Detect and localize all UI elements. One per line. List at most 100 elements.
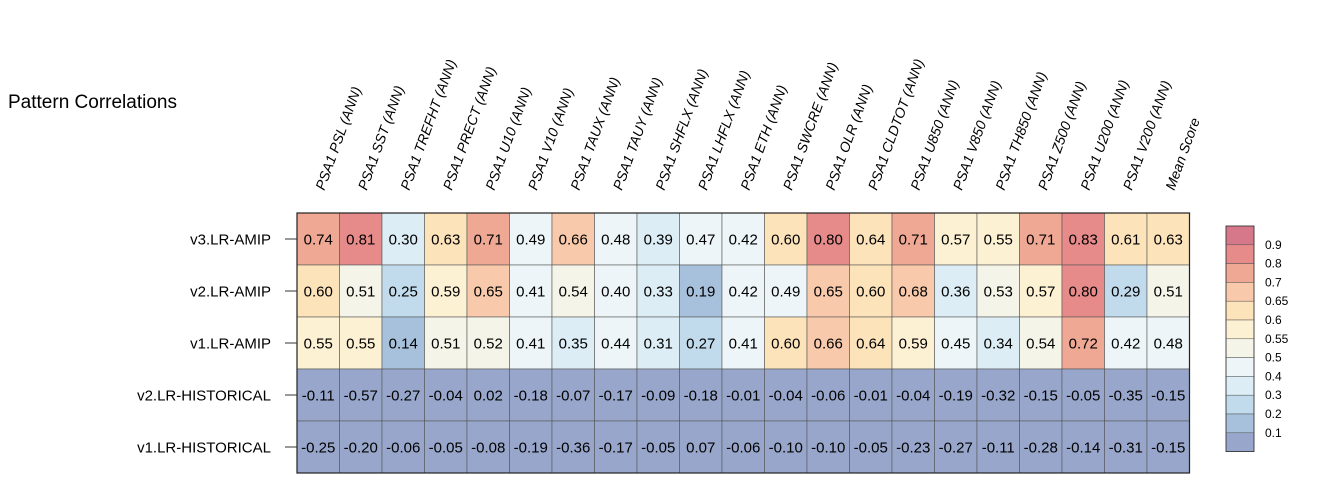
heatmap-cell — [721, 420, 765, 474]
cell-value-label: 0.63 — [1154, 232, 1183, 249]
cell-value-label: 0.31 — [644, 336, 673, 353]
cell-value-label: 0.57 — [941, 232, 970, 249]
heatmap-cell — [849, 420, 893, 474]
cell-value-label: 0.59 — [431, 284, 460, 301]
cell-value-label: -0.18 — [514, 388, 548, 405]
cell-value-label: -0.09 — [641, 388, 675, 405]
heatmap-cell — [934, 316, 978, 370]
colorbar-swatch — [1225, 394, 1255, 415]
colorbar-swatch — [1225, 282, 1255, 302]
heatmap-cell — [381, 420, 425, 474]
heatmap-cell — [636, 264, 680, 318]
heatmap-cell — [509, 420, 553, 474]
cell-value-label: 0.64 — [856, 232, 885, 249]
cell-value-label: 0.29 — [1111, 284, 1140, 301]
cell-value-label: 0.71 — [474, 232, 503, 249]
cell-value-label: 0.34 — [984, 336, 1013, 353]
heatmap-cell — [849, 264, 893, 318]
cell-value-label: -0.05 — [641, 440, 675, 457]
cell-value-label: -0.17 — [599, 388, 633, 405]
cell-value-label: 0.71 — [899, 232, 928, 249]
cell-value-label: 0.19 — [686, 284, 715, 301]
cell-value-label: 0.41 — [516, 336, 545, 353]
cell-value-label: -0.36 — [556, 440, 590, 457]
heatmap-cells: 0.74 0.81 0.30 0.63 0.71 0.49 0.66 0.48 0.39 0.47… — [296, 212, 1191, 474]
colorbar-label: 0.8 — [1265, 257, 1282, 271]
cell-value-label: -0.19 — [939, 388, 973, 405]
cell-value-label: 0.44 — [601, 336, 630, 353]
colorbar-swatch — [1225, 338, 1255, 358]
heatmap-cell — [1061, 368, 1105, 422]
cell-value-label: -0.07 — [556, 388, 590, 405]
cell-value-label: 0.55 — [984, 232, 1013, 249]
heatmap-cell — [849, 212, 893, 266]
row-label: v3.LR-AMIP — [190, 232, 271, 249]
cell-value-label: 0.60 — [771, 336, 800, 353]
colorbar-swatch — [1225, 413, 1255, 434]
cell-value-label: -0.27 — [939, 440, 973, 457]
heatmap-cell — [721, 316, 765, 370]
colorbar-label: 0.2 — [1265, 407, 1282, 421]
heatmap-cell — [381, 316, 425, 370]
cell-value-label: 0.54 — [559, 284, 588, 301]
cell-value-label: 0.68 — [899, 284, 928, 301]
column-label: PSA1 ETH (ANN) — [737, 83, 790, 192]
heatmap-cell — [381, 212, 425, 266]
cell-value-label: 0.42 — [1111, 336, 1140, 353]
cell-value-label: -0.11 — [302, 388, 335, 405]
cell-value-label: -0.17 — [599, 440, 633, 457]
cell-value-label: 0.47 — [686, 232, 715, 249]
heatmap-cell — [976, 368, 1020, 422]
heatmap-cell — [934, 264, 978, 318]
heatmap-cell — [891, 264, 935, 318]
heatmap-cell — [1061, 264, 1105, 318]
heatmap-cell — [551, 420, 595, 474]
cell-value-label: -0.05 — [1066, 388, 1100, 405]
heatmap-cell — [934, 420, 978, 474]
heatmap-cell — [806, 264, 850, 318]
cell-value-label: 0.40 — [601, 284, 630, 301]
row-label: v1.LR-AMIP — [190, 336, 271, 353]
colorbar-label: 0.4 — [1265, 369, 1282, 383]
heatmap-cell — [594, 368, 638, 422]
cell-value-label: 0.42 — [729, 232, 758, 249]
colorbar-swatch — [1225, 225, 1255, 246]
cell-value-label: 0.83 — [1069, 232, 1098, 249]
row-label: v2.LR-HISTORICAL — [137, 388, 271, 405]
cell-value-label: -0.31 — [1109, 440, 1143, 457]
cell-value-label: 0.74 — [304, 232, 333, 249]
cell-value-label: -0.10 — [811, 440, 845, 457]
heatmap-cell — [466, 368, 510, 422]
cell-value-label: 0.49 — [771, 284, 800, 301]
cell-value-label: 0.72 — [1069, 336, 1098, 353]
heatmap-cell — [551, 212, 595, 266]
row-label: v2.LR-AMIP — [190, 284, 271, 301]
row-label: v1.LR-HISTORICAL — [137, 440, 271, 457]
heatmap-cell — [636, 316, 680, 370]
cell-value-label: -0.06 — [386, 440, 420, 457]
cell-value-label: 0.36 — [941, 284, 970, 301]
heatmap-cell — [891, 420, 935, 474]
heatmap-cell — [636, 368, 680, 422]
cell-value-label: 0.64 — [856, 336, 885, 353]
heatmap-cell — [1019, 264, 1063, 318]
heatmap-cell — [1104, 264, 1148, 318]
row-labels: v3.LR-AMIP v2.LR-AMIP v1.LR-AMIP v2.LR-HIST… — [137, 232, 297, 457]
cell-value-label: -0.20 — [344, 440, 378, 457]
heatmap-cell — [466, 316, 510, 370]
cell-value-label: 0.51 — [1154, 284, 1183, 301]
cell-value-label: 0.39 — [644, 232, 673, 249]
colorbar-label: 0.9 — [1265, 238, 1282, 252]
cell-value-label: 0.80 — [1069, 284, 1098, 301]
heatmap-cell — [1019, 420, 1063, 474]
heatmap-cell — [1146, 420, 1190, 474]
cell-value-label: -0.11 — [982, 440, 1015, 457]
cell-value-label: 0.33 — [644, 284, 673, 301]
colorbar-swatch — [1225, 432, 1255, 452]
colorbar-swatch — [1225, 319, 1255, 340]
heatmap-cell — [1104, 368, 1148, 422]
heatmap-cell — [509, 212, 553, 266]
colorbar-swatch — [1225, 300, 1255, 321]
column-label: PSA1 PSL (ANN) — [312, 84, 364, 192]
cell-value-label: -0.57 — [344, 388, 378, 405]
